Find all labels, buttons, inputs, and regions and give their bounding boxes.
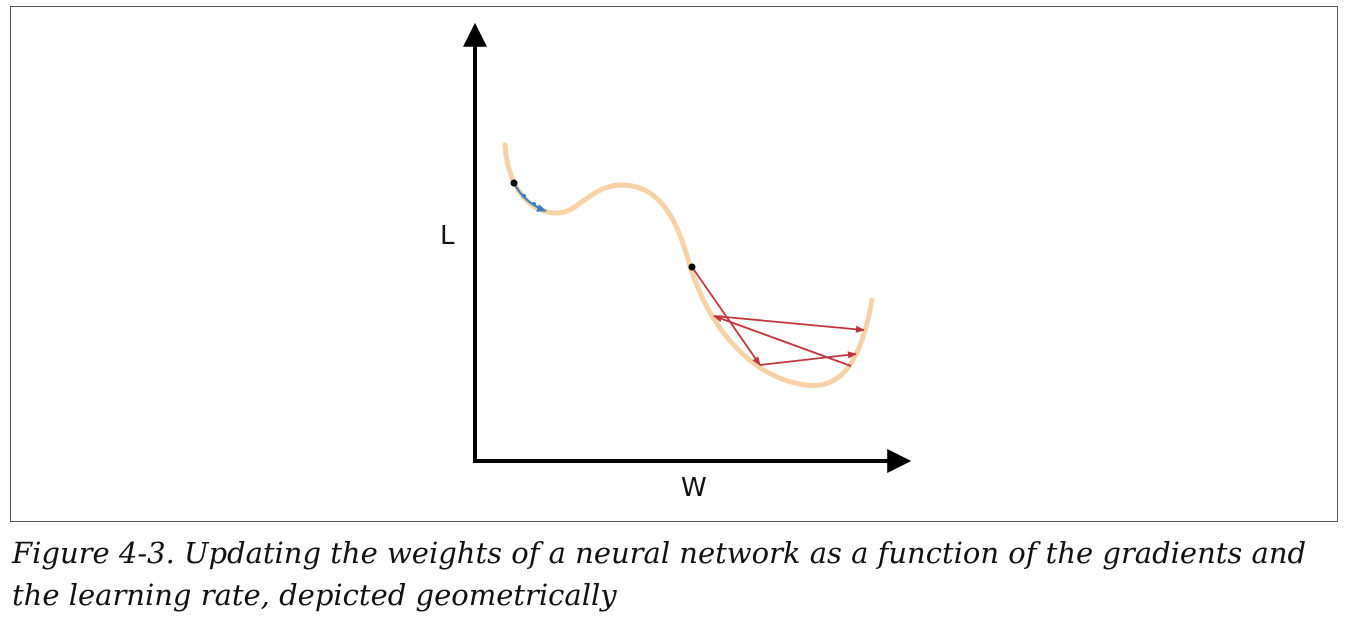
step-arrow: [759, 351, 857, 366]
small-step-marker: [522, 194, 526, 198]
step-arrow: [691, 266, 761, 366]
figure-frame: [10, 6, 1338, 522]
caption-line: Figure 4-3. Updating the weights of a ne…: [12, 536, 1307, 570]
start-point-large-step: [688, 263, 696, 271]
gradient-descent-diagram: L W: [440, 22, 912, 503]
y-axis-label: L: [440, 221, 455, 251]
small-step-marker: [532, 202, 536, 206]
caption-line: the learning rate, depicted geometricall…: [12, 578, 617, 612]
step-arrow: [713, 315, 852, 367]
large-step-path: [691, 266, 865, 367]
figure-caption: Figure 4-3. Updating the weights of a ne…: [12, 532, 1342, 616]
step-arrow: [713, 315, 865, 333]
start-point-small-step: [510, 179, 518, 187]
x-axis-label: W: [681, 473, 707, 503]
loss-curve: [502, 142, 875, 388]
